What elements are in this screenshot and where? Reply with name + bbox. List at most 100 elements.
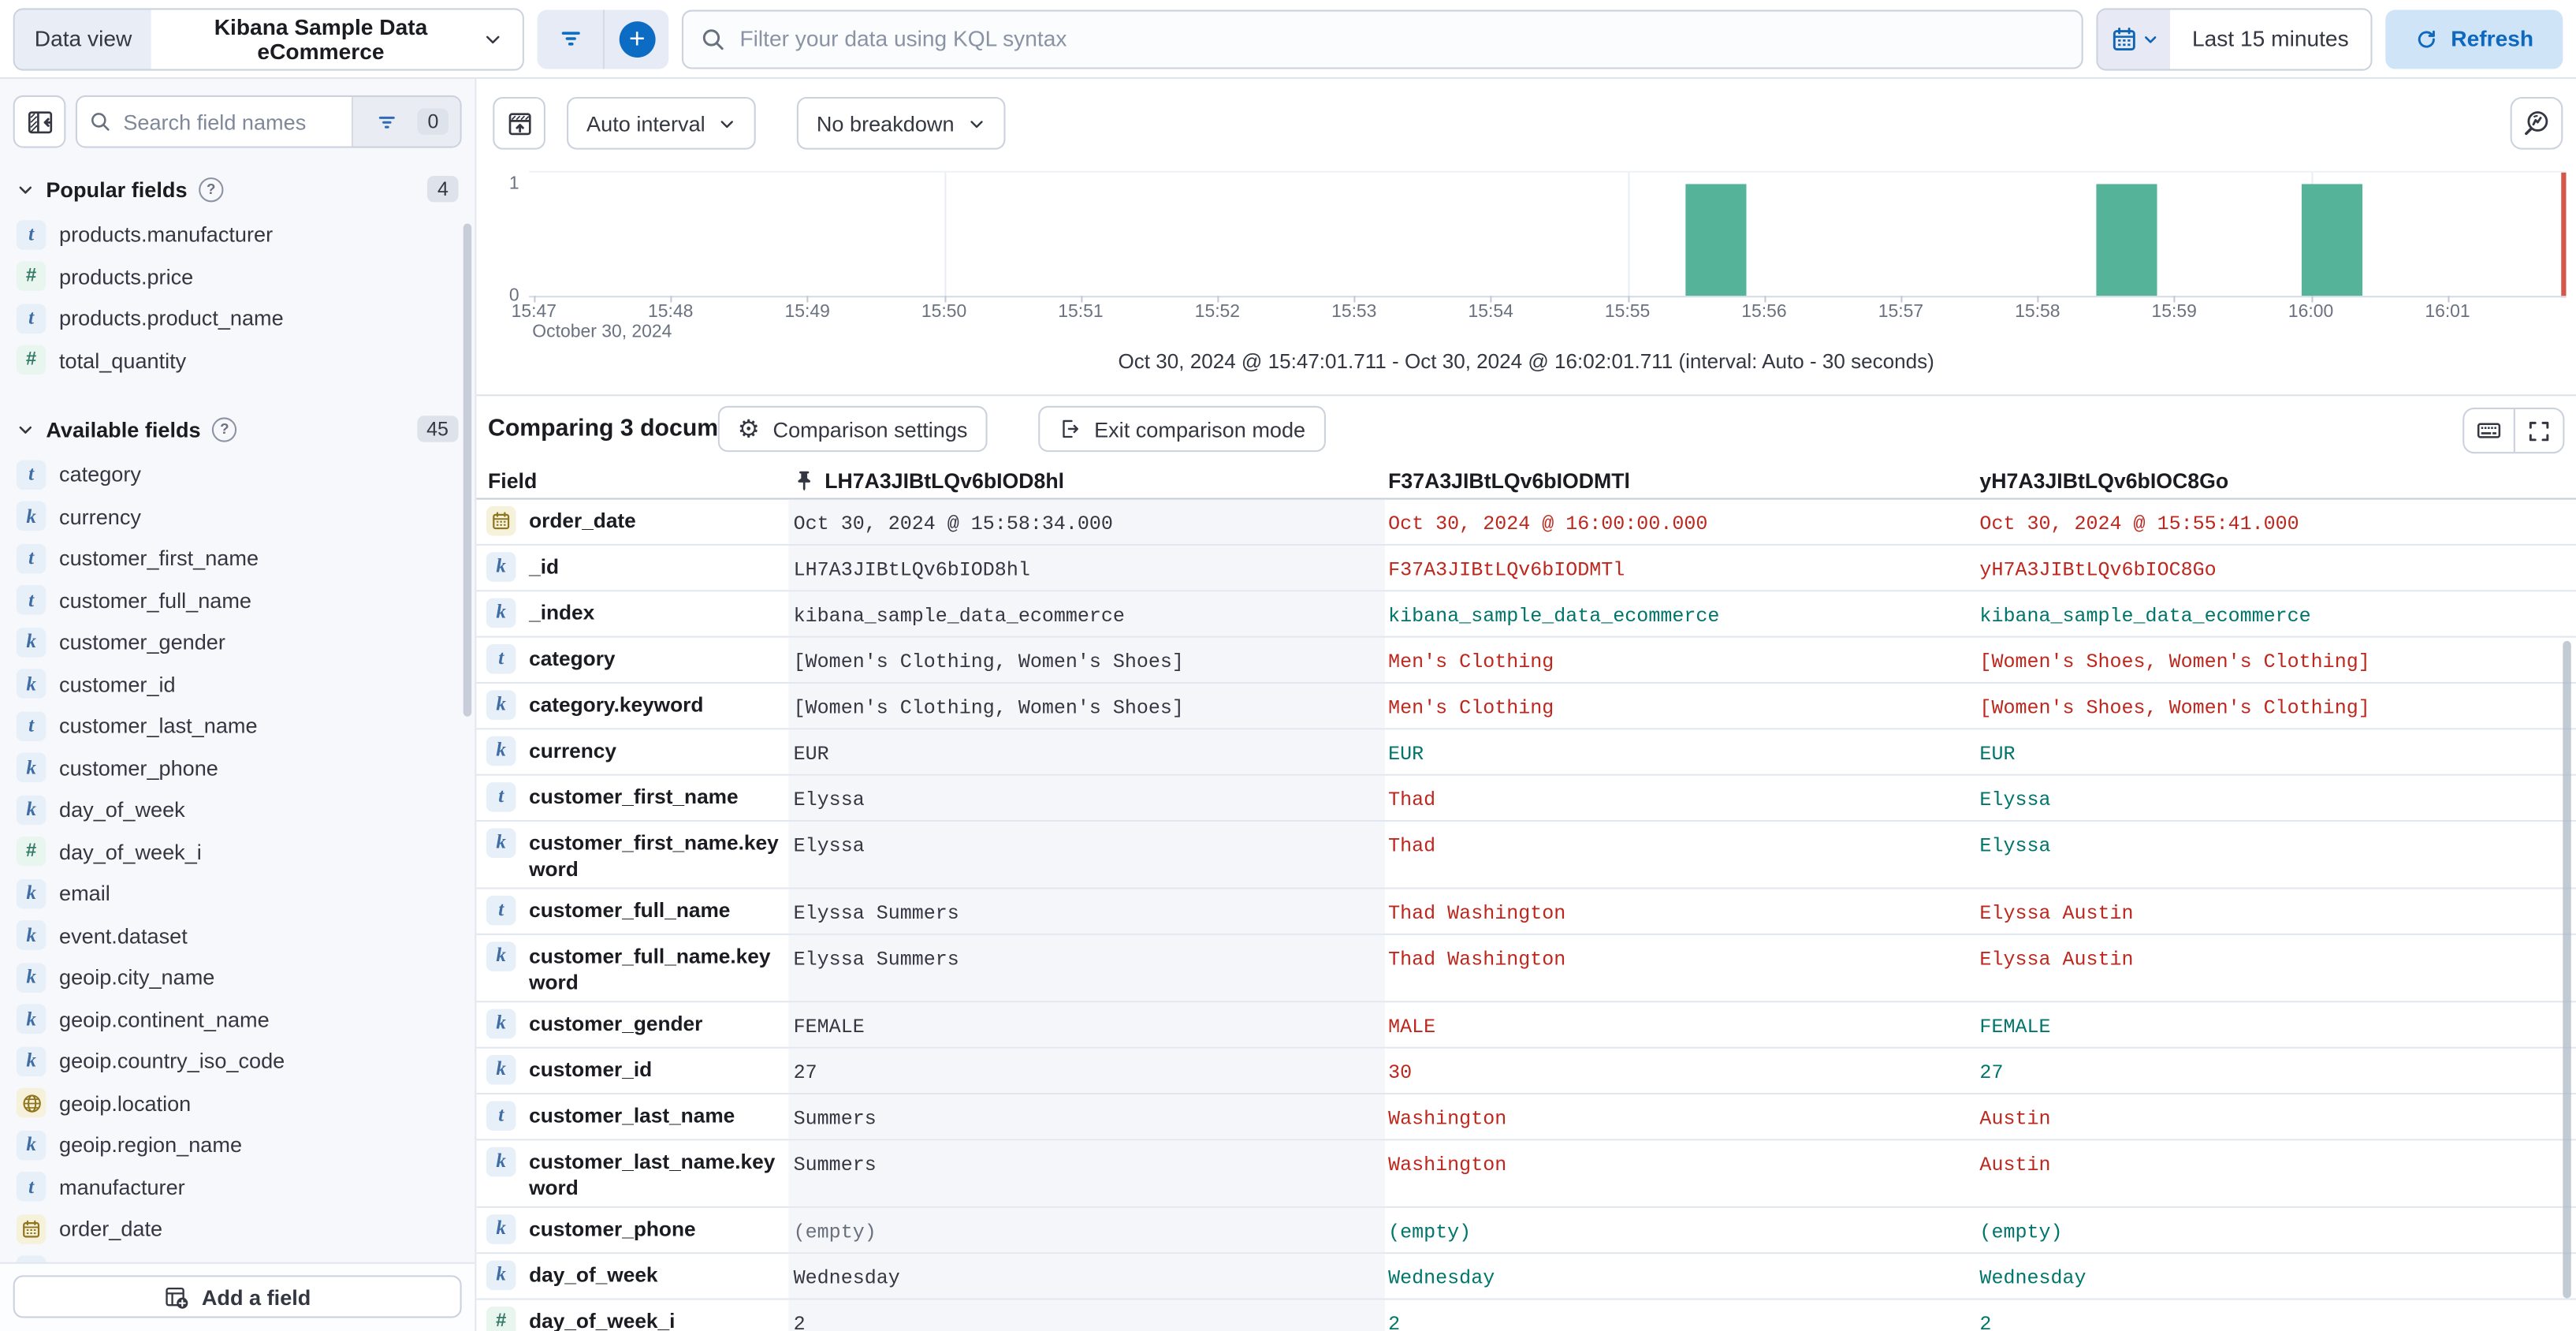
comparison-value-cell: Oct 30, 2024 @ 15:55:41.000 — [1976, 500, 2576, 544]
field-name: currency — [529, 738, 617, 762]
sidebar-field-customer_gender[interactable]: k customer_gender — [0, 621, 475, 663]
field-cell: k customer_id — [476, 1049, 788, 1093]
sidebar-field-currency[interactable]: k currency — [0, 495, 475, 537]
sidebar-field-customer_last_name[interactable]: t customer_last_name — [0, 705, 475, 747]
pinned-value: Elyssa — [793, 833, 865, 857]
histogram-toggle-button[interactable] — [493, 96, 545, 150]
keyword-field-icon: k — [486, 1259, 516, 1290]
time-picker-calendar-button[interactable] — [2098, 9, 2171, 69]
comparison-value-cell: 2 — [1976, 1300, 2576, 1331]
sidebar-field-products.manufacturer[interactable]: t products.manufacturer — [0, 214, 475, 255]
sidebar-field-customer_phone[interactable]: k customer_phone — [0, 747, 475, 789]
field-cell: k category.keyword — [476, 684, 788, 728]
kql-search-bar[interactable]: Filter your data using KQL syntax — [682, 9, 2083, 69]
pinned-value: [Women's Clothing, Women's Shoes] — [793, 695, 1184, 719]
sidebar-field-customer_full_name[interactable]: t customer_full_name — [0, 580, 475, 621]
sidebar-field-geoip.continent_name[interactable]: k geoip.continent_name — [0, 998, 475, 1040]
pinned-value-cell: LH7A3JIBtLQv6bIOD8hl — [788, 545, 1385, 591]
exit-comparison-button[interactable]: Exit comparison mode — [1038, 405, 1326, 453]
text-field-icon: t — [16, 710, 47, 741]
popular-fields-header[interactable]: Popular fields ? 4 — [0, 161, 475, 214]
y-axis-tick-label: 0 — [508, 285, 519, 306]
comparison-value: (empty) — [1388, 1220, 1472, 1243]
sidebar-field-manufacturer[interactable]: t manufacturer — [0, 1166, 475, 1208]
fullscreen-button[interactable] — [2513, 408, 2563, 453]
sidebar-field-order_date[interactable]: order_date — [0, 1208, 475, 1250]
query-topbar: Data view Kibana Sample Data eCommerce + — [0, 0, 2576, 80]
refresh-icon — [2414, 27, 2437, 50]
histogram-plot[interactable] — [529, 170, 2567, 298]
refresh-button[interactable]: Refresh — [2385, 9, 2563, 69]
chart-gridline — [944, 172, 946, 298]
sidebar-field-email[interactable]: k email — [0, 873, 475, 915]
x-axis-date-label: October 30, 2024 — [532, 322, 672, 342]
keyboard-shortcuts-button[interactable] — [2464, 409, 2514, 452]
field-search-input[interactable]: Search field names 0 — [75, 95, 462, 148]
field-name: customer_last_name — [529, 1103, 735, 1127]
field-name: customer_full_name — [529, 898, 731, 922]
comparison-value: Elyssa Austin — [1979, 947, 2134, 971]
comparison-value-cell: Thad — [1385, 776, 1976, 820]
sidebar-field-products.price[interactable]: # products.price — [0, 255, 475, 297]
sidebar-field-customer_id[interactable]: k customer_id — [0, 663, 475, 705]
y-axis-tick-label: 1 — [508, 173, 519, 194]
filter-icon — [377, 111, 398, 132]
keyword-field-icon: k — [16, 1004, 47, 1035]
sidebar-field-day_of_week[interactable]: k day_of_week — [0, 789, 475, 830]
sidebar-field-event.dataset[interactable]: k event.dataset — [0, 915, 475, 956]
add-control-button[interactable]: + — [603, 9, 668, 69]
explore-in-lens-button[interactable] — [2510, 96, 2563, 150]
collapse-sidebar-button[interactable] — [13, 95, 66, 148]
text-field-icon: t — [16, 1172, 47, 1202]
add-field-icon — [164, 1284, 188, 1309]
pinned-value-cell: FEMALE — [788, 1002, 1385, 1047]
field-cell: k _id — [476, 546, 788, 590]
sidebar-scrollbar[interactable] — [463, 223, 472, 717]
sidebar-field-day_of_week_i[interactable]: # day_of_week_i — [0, 831, 475, 873]
add-filter-button[interactable] — [538, 9, 603, 68]
comparison-value-cell: Thad — [1385, 822, 1976, 887]
comparison-settings-button[interactable]: ⚙ Comparison settings — [717, 405, 988, 453]
popular-fields-label: Popular fields — [46, 177, 188, 202]
x-axis-tick-label: 15:56 — [1741, 302, 1787, 322]
sidebar-field-geoip.country_iso_code[interactable]: k geoip.country_iso_code — [0, 1040, 475, 1082]
comparison-value-cell: Men's Clothing — [1385, 684, 1976, 728]
breakdown-select[interactable]: No breakdown — [796, 96, 1006, 150]
comparison-table-row: t customer_first_name Elyssa Thad Elyssa — [476, 775, 2576, 822]
comparison-value: Men's Clothing — [1388, 695, 1554, 719]
available-fields-header[interactable]: Available fields ? 45 — [0, 401, 475, 454]
comparison-value: [Women's Shoes, Women's Clothing] — [1979, 650, 2370, 673]
sidebar-field-category[interactable]: t category — [0, 453, 475, 495]
plus-icon: + — [619, 21, 656, 57]
sidebar-field-products.product_name[interactable]: t products.product_name — [0, 297, 475, 339]
field-filter-button[interactable]: 0 — [352, 96, 460, 147]
text-field-icon: t — [486, 643, 516, 673]
sidebar-field-label: customer_phone — [59, 755, 218, 781]
time-range-button[interactable]: Last 15 minutes — [2170, 9, 2371, 69]
data-view-select[interactable]: Kibana Sample Data eCommerce — [151, 9, 523, 69]
pinned-value-cell: Oct 30, 2024 @ 15:58:34.000 — [788, 499, 1385, 544]
sidebar-footer: Add a field — [0, 1262, 475, 1331]
comparison-value: Washington — [1388, 1106, 1507, 1130]
sidebar-field-geoip.location[interactable]: geoip.location — [0, 1082, 475, 1124]
sidebar-search-row: Search field names 0 — [0, 79, 475, 161]
add-field-button[interactable]: Add a field — [13, 1275, 462, 1318]
comparison-value-cell: Washington — [1385, 1094, 1976, 1139]
sidebar-field-geoip.city_name[interactable]: k geoip.city_name — [0, 956, 475, 998]
field-cell: k day_of_week — [476, 1254, 788, 1298]
comparison-table-row: k customer_id 27 30 27 — [476, 1048, 2576, 1095]
sidebar-field-geoip.region_name[interactable]: k geoip.region_name — [0, 1124, 475, 1166]
field-name: order_date — [529, 509, 636, 532]
x-axis-line — [529, 296, 2567, 298]
main-content: Auto interval No breakdown 15:47 15:48 15:… — [476, 79, 2576, 1331]
pinned-value-cell: (empty) — [788, 1207, 1385, 1253]
sidebar-field-total_quantity[interactable]: # total_quantity — [0, 339, 475, 381]
interval-select[interactable]: Auto interval — [567, 96, 757, 150]
refresh-label: Refresh — [2451, 26, 2534, 51]
document-column-header: yH7A3JIBtLQv6bIOC8Go — [1976, 468, 2567, 493]
sidebar-field-customer_first_name[interactable]: t customer_first_name — [0, 538, 475, 580]
comparison-table-row: # day_of_week_i 2 2 2 — [476, 1299, 2576, 1331]
pinned-value: FEMALE — [793, 1014, 865, 1038]
main-scrollbar[interactable] — [2563, 640, 2571, 1299]
sidebar-field-label: customer_id — [59, 671, 176, 697]
